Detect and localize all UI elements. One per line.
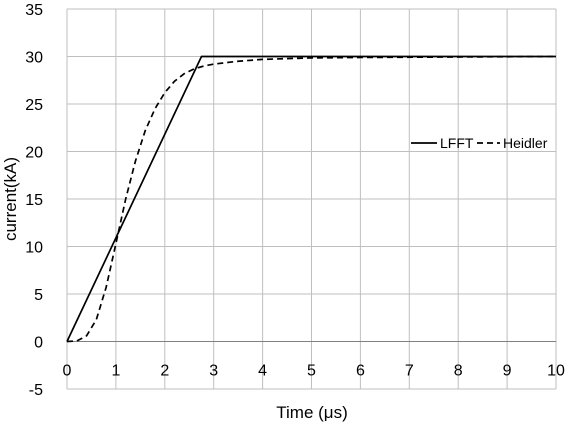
- x-tick-label: 9: [503, 363, 512, 380]
- y-tick-label: -5: [29, 382, 43, 399]
- x-tick-label: 4: [258, 363, 267, 380]
- y-tick-label: 30: [25, 50, 43, 67]
- series-line-heidler: [66, 55, 557, 343]
- x-tick-label: 6: [356, 363, 365, 380]
- y-axis-title: current(kA): [1, 157, 20, 241]
- x-tick-label: 5: [307, 363, 316, 380]
- x-tick-label: 8: [454, 363, 463, 380]
- x-tick-label: 7: [405, 363, 414, 380]
- x-tick-label: 3: [209, 363, 218, 380]
- legend-label-lfft: LFFT: [440, 135, 474, 151]
- series-lines: [66, 55, 557, 343]
- y-tick-label: 0: [34, 335, 43, 352]
- x-axis-title: Time (μs): [276, 403, 348, 422]
- x-tick-label: 0: [63, 363, 72, 380]
- legend: LFFT Heidler: [411, 135, 548, 151]
- gridlines: [66, 8, 557, 390]
- x-tick-label: 10: [547, 363, 565, 380]
- legend-label-heidler: Heidler: [503, 135, 548, 151]
- y-tick-label: 10: [25, 240, 43, 257]
- y-tick-label: 20: [25, 145, 43, 162]
- x-tick-label: 1: [111, 363, 120, 380]
- y-tick-label: 5: [34, 287, 43, 304]
- x-tick-label: 2: [160, 363, 169, 380]
- tick-labels: 0 1 2 3 4 5 6 7 8 9 10 -5 0 5 10 15 20 25 30 35: [25, 2, 565, 399]
- y-tick-label: 35: [25, 2, 43, 19]
- y-tick-label: 15: [25, 192, 43, 209]
- y-tick-label: 25: [25, 97, 43, 114]
